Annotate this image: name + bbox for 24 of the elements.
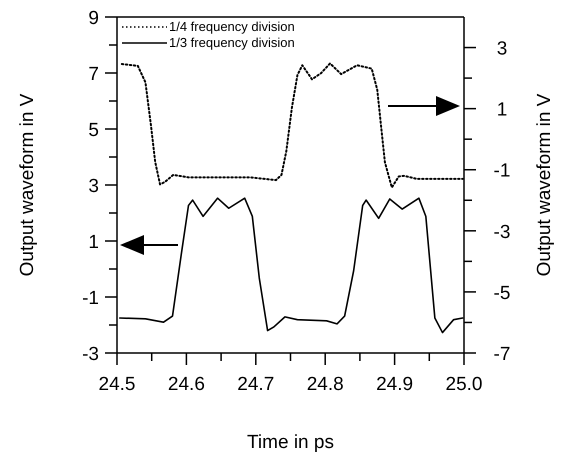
y2-tick-label: 3 xyxy=(496,38,508,60)
x-axis-title: Time in ps xyxy=(247,432,334,453)
y2-axis-title: Output waveform in V xyxy=(534,93,555,276)
x-tick-label: 24.5 xyxy=(98,374,136,395)
y2-tick-label: -1 xyxy=(494,160,510,182)
x-tick-label: 24.8 xyxy=(306,374,344,395)
x-tick-label: 24.7 xyxy=(237,374,274,395)
y-axis-title: Output waveform in V xyxy=(17,93,38,276)
y-tick-label: -3 xyxy=(82,344,99,365)
x-tick-label: 24.9 xyxy=(376,374,414,395)
y-tick-label: -1 xyxy=(82,288,99,309)
y2-tick-label: -7 xyxy=(494,344,510,365)
y-tick-label: 3 xyxy=(88,176,99,197)
y-tick-label: 1 xyxy=(88,232,99,253)
y-tick-label: 7 xyxy=(88,64,99,85)
x-tick-label: 25.0 xyxy=(446,374,482,395)
y2-tick-label: -3 xyxy=(494,222,510,243)
legend-label: 1/3 frequency division xyxy=(169,35,295,50)
y-tick-label: 9 xyxy=(88,8,99,29)
y2-tick-label: 1 xyxy=(496,100,508,121)
y2-tick-label: -5 xyxy=(494,282,510,304)
y-tick-label: 5 xyxy=(88,120,99,141)
x-tick-label: 24.6 xyxy=(168,374,205,395)
legend-label: 1/4 frequency division xyxy=(169,19,295,34)
